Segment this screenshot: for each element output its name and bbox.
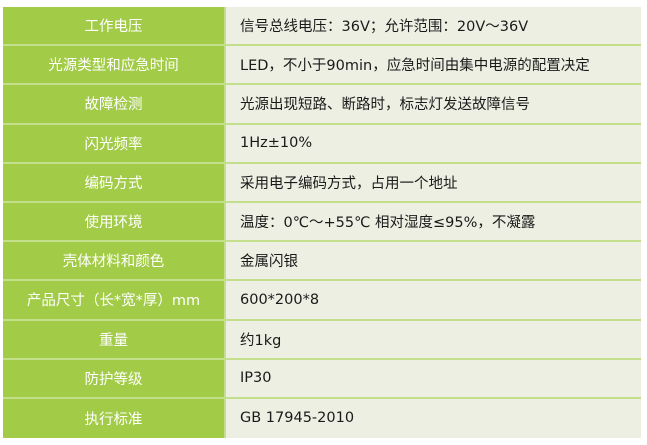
spec-value: 温度：0℃～+55℃ 相对湿度≤95%，不凝露 <box>226 202 641 241</box>
spec-table: 工作电压 信号总线电压：36V；允许范围：20V～36V 光源类型和应急时间 LED，… <box>3 7 641 439</box>
spec-value: 采用电子编码方式，占用一个地址 <box>226 163 641 201</box>
spec-value: LED，不小于90min，应急时间由集中电源的配置决定 <box>226 46 641 84</box>
table-row: 光源类型和应急时间 LED，不小于90min，应急时间由集中电源的配置决定 <box>3 46 641 86</box>
spec-value: 光源出现短路、断路时，标志灯发送故障信号 <box>226 85 641 123</box>
spec-label: 工作电压 <box>3 7 226 45</box>
spec-value: 600*200*8 <box>226 281 641 319</box>
table-row: 防护等级 IP30 <box>3 359 641 399</box>
spec-label: 闪光频率 <box>3 124 226 162</box>
spec-label: 重量 <box>3 320 226 358</box>
spec-value: 1Hz±10% <box>226 124 641 162</box>
spec-value: 金属闪银 <box>226 242 641 280</box>
table-row: 工作电压 信号总线电压：36V；允许范围：20V～36V <box>3 7 641 47</box>
spec-label: 使用环境 <box>3 202 226 241</box>
table-row: 产品尺寸（长*宽*厚）mm 600*200*8 <box>3 281 641 321</box>
spec-label: 壳体材料和颜色 <box>3 242 226 280</box>
spec-label: 执行标准 <box>3 398 226 439</box>
spec-value: GB 17945-2010 <box>226 398 641 439</box>
table-row: 重量 约1kg <box>3 320 641 360</box>
spec-value: IP30 <box>226 359 641 397</box>
spec-label: 产品尺寸（长*宽*厚）mm <box>3 281 226 319</box>
table-row: 执行标准 GB 17945-2010 <box>3 398 641 439</box>
spec-value: 信号总线电压：36V；允许范围：20V～36V <box>226 7 641 45</box>
spec-label: 防护等级 <box>3 359 226 397</box>
table-row: 编码方式 采用电子编码方式，占用一个地址 <box>3 163 641 203</box>
spec-label: 编码方式 <box>3 163 226 201</box>
table-row: 使用环境 温度：0℃～+55℃ 相对湿度≤95%，不凝露 <box>3 202 641 243</box>
table-row: 闪光频率 1Hz±10% <box>3 124 641 164</box>
spec-label: 光源类型和应急时间 <box>3 46 226 84</box>
spec-label: 故障检测 <box>3 85 226 123</box>
spec-value: 约1kg <box>226 320 641 358</box>
table-row: 故障检测 光源出现短路、断路时，标志灯发送故障信号 <box>3 85 641 125</box>
table-row: 壳体材料和颜色 金属闪银 <box>3 242 641 282</box>
